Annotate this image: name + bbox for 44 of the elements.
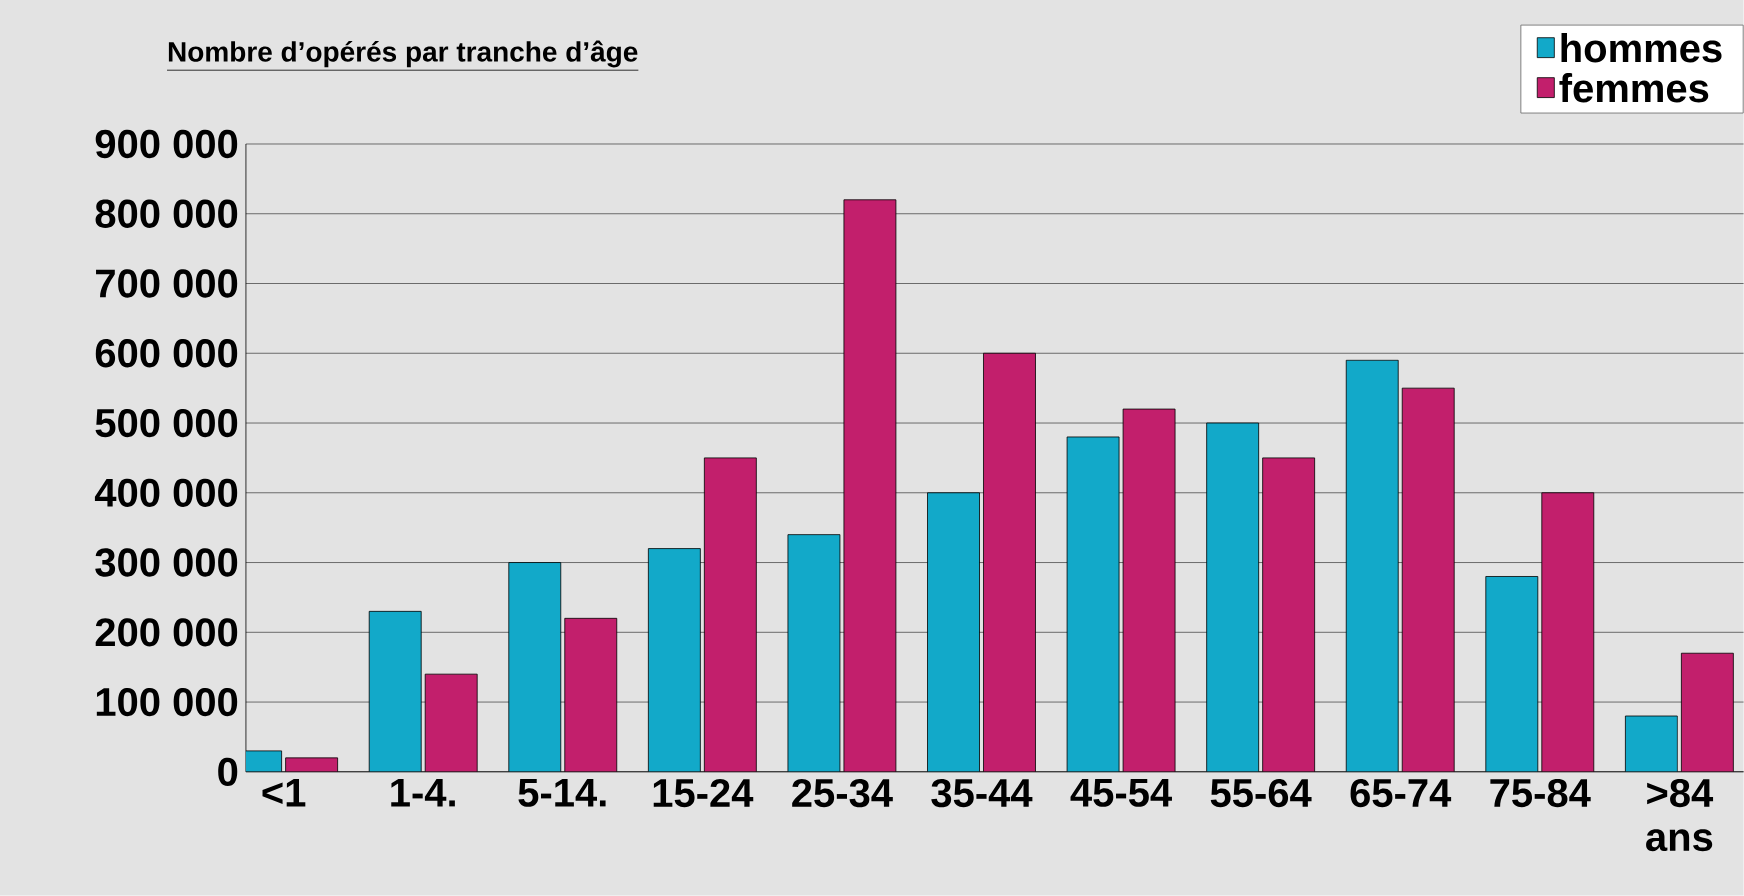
bar xyxy=(787,534,841,772)
bar xyxy=(843,199,897,772)
bar xyxy=(1541,492,1595,772)
x-tick-label: 55-64 xyxy=(1210,779,1312,808)
x-tick-label: 35-44 xyxy=(931,779,1033,808)
bar xyxy=(1206,422,1260,772)
bar xyxy=(1345,359,1399,772)
x-tick-label: 15-24 xyxy=(653,779,754,808)
bar xyxy=(508,562,562,772)
bar xyxy=(1066,436,1120,772)
x-tick-label: 45-54 xyxy=(1070,779,1172,807)
bar xyxy=(1680,652,1734,772)
y-tick-label: 300 000 xyxy=(95,548,238,577)
bar xyxy=(983,352,1036,772)
bar xyxy=(368,611,422,772)
x-tick-label: 1-4. xyxy=(391,779,455,807)
bar xyxy=(927,492,980,772)
x-tick-label: 75-84 xyxy=(1490,779,1591,808)
y-tick-label: 0 xyxy=(218,757,238,787)
bar xyxy=(703,457,757,772)
y-tick-label: 700 000 xyxy=(96,269,238,298)
bar xyxy=(1401,387,1455,772)
y-tick-label: 100 000 xyxy=(96,688,238,717)
y-tick-label: 400 000 xyxy=(94,478,238,508)
y-tick-label: 200 000 xyxy=(95,618,238,647)
legend-label: hommes xyxy=(1561,33,1722,63)
bar xyxy=(1485,576,1539,772)
bar xyxy=(647,548,701,772)
bar xyxy=(564,618,618,772)
y-tick-label: 900 000 xyxy=(95,129,238,159)
bar xyxy=(1122,408,1176,772)
x-tick-label: >84 ans xyxy=(1646,779,1714,852)
chart-title: Nombre d’opérés par tranche d’âge xyxy=(168,40,638,68)
x-tick-label: 65-74 xyxy=(1350,779,1452,808)
x-tick-label: <1 xyxy=(262,779,306,807)
bar xyxy=(1262,457,1316,772)
y-tick-label: 500 000 xyxy=(95,408,238,438)
y-tick-label: 600 000 xyxy=(95,339,238,368)
y-tick-label: 800 000 xyxy=(95,199,238,228)
legend-label: femmes xyxy=(1559,73,1709,103)
x-tick-label: 5-14. xyxy=(518,779,606,807)
bar xyxy=(1624,715,1678,772)
bar xyxy=(424,673,478,772)
x-tick-label: 25-34 xyxy=(792,779,893,808)
